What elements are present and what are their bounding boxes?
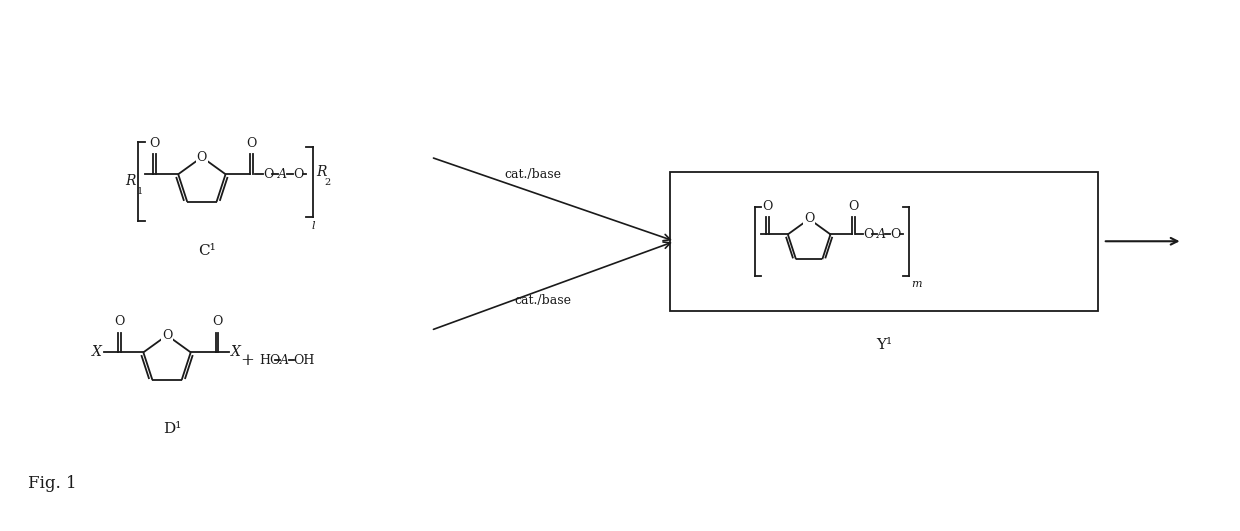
Text: A: A — [280, 354, 289, 366]
Text: O: O — [293, 168, 304, 181]
Text: cat./base: cat./base — [515, 294, 572, 307]
Text: O: O — [212, 315, 222, 328]
Text: O: O — [804, 212, 815, 226]
Text: O: O — [247, 137, 257, 150]
Text: R: R — [125, 174, 135, 188]
Text: R: R — [316, 165, 326, 179]
Text: X: X — [92, 345, 102, 359]
Text: Y¹: Y¹ — [875, 338, 892, 352]
Text: O: O — [890, 228, 900, 241]
Text: l: l — [311, 221, 315, 232]
Text: D¹: D¹ — [162, 422, 181, 436]
Bar — [670, 172, 1097, 311]
Text: O: O — [114, 315, 125, 328]
Text: A: A — [877, 228, 885, 241]
Text: O: O — [863, 228, 874, 241]
Text: O: O — [263, 168, 274, 181]
Text: O: O — [150, 137, 160, 150]
Text: C¹: C¹ — [198, 244, 216, 258]
Text: 2: 2 — [324, 178, 330, 187]
Text: A: A — [278, 168, 288, 181]
Text: Fig. 1: Fig. 1 — [27, 475, 77, 492]
Text: O: O — [848, 200, 859, 212]
Text: 1: 1 — [136, 187, 143, 196]
Text: O: O — [162, 329, 172, 342]
Text: X: X — [231, 345, 241, 359]
Text: +: + — [241, 352, 254, 369]
Text: O: O — [197, 151, 207, 164]
Text: cat./base: cat./base — [505, 168, 562, 181]
Text: m: m — [911, 279, 923, 289]
Text: O: O — [763, 200, 773, 212]
Text: OH: OH — [294, 354, 315, 366]
Text: HO: HO — [259, 354, 280, 366]
